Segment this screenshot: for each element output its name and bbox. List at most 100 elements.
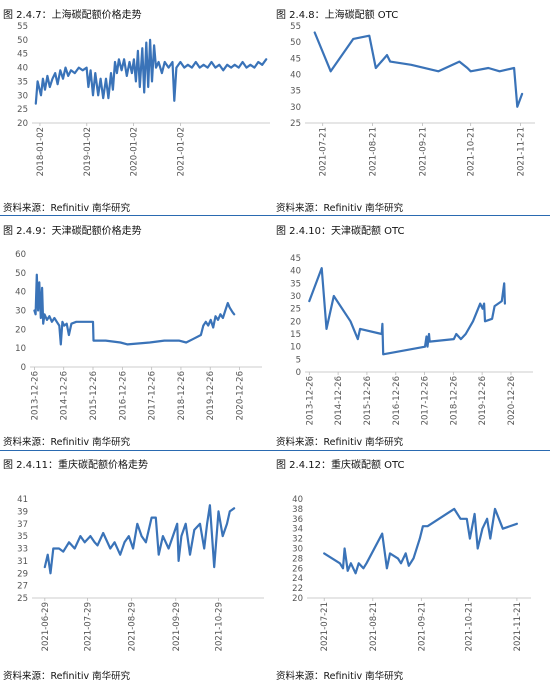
y-tick-label: 30: [17, 91, 28, 101]
y-tick-label: 30: [292, 545, 303, 555]
y-tick-label: 0: [21, 363, 26, 373]
source-note: 资料来源：Refinitiv 南华研究: [3, 671, 131, 682]
x-tick-label: 2015-12-26: [363, 376, 373, 425]
x-tick-label: 2018-12-26: [449, 376, 459, 425]
x-tick-label: 2015-12-26: [89, 371, 99, 420]
x-tick-label: 2021-01-02: [176, 127, 186, 176]
y-tick-label: 55: [17, 22, 28, 32]
y-tick-label: 50: [17, 36, 28, 46]
y-tick-label: 40: [292, 495, 303, 505]
series-line: [33, 273, 236, 346]
chart-title: 图 2.4.7：上海碳配额价格走势: [3, 10, 142, 21]
chart-plot: 0 5 10 15 20 25 30 35 40 45 2013-12-26 2014-12-26 20…: [290, 254, 533, 425]
y-tick-label: 25: [17, 594, 28, 604]
y-tick-label: 37: [17, 520, 28, 530]
y-tick-label: 27: [17, 582, 28, 592]
chart-plot: 25 27 29 31 33 35 37 39 41 2021-06-29 2021-07-29 20…: [17, 495, 264, 651]
source-note: 资料来源：Refinitiv 南华研究: [276, 203, 404, 214]
series-line: [308, 267, 506, 356]
y-tick-label: 10: [290, 343, 301, 353]
y-tick-label: 20: [292, 594, 303, 604]
y-tick-label: 26: [292, 564, 303, 574]
source-note: 资料来源：Refinitiv 南华研究: [3, 203, 131, 214]
y-tick-label: 34: [292, 525, 303, 535]
series-line: [323, 507, 518, 575]
y-tick-label: 40: [15, 288, 26, 298]
x-tick-label: 2016-12-26: [118, 371, 128, 420]
y-tick-label: 22: [292, 584, 303, 594]
x-tick-label: 2013-12-26: [305, 376, 315, 425]
y-tick-label: 25: [290, 119, 301, 129]
x-tick-label: 2021-06-29: [41, 602, 51, 651]
x-tick-label: 2021-07-21: [320, 602, 330, 651]
divider: [0, 215, 550, 216]
y-tick-label: 30: [15, 307, 26, 317]
x-tick-label: 2021-09-21: [417, 602, 427, 651]
y-tick-label: 31: [17, 557, 28, 567]
y-tick-label: 35: [17, 532, 28, 542]
series-line: [313, 31, 524, 108]
y-tick-label: 40: [17, 64, 28, 74]
y-tick-label: 29: [17, 569, 28, 579]
y-tick-label: 39: [17, 507, 28, 517]
x-tick-label: 2021-09-21: [418, 127, 428, 176]
x-tick-label: 2017-12-26: [421, 376, 431, 425]
y-tick-label: 55: [290, 22, 301, 32]
y-tick-label: 0: [296, 368, 301, 378]
y-tick-label: 40: [290, 267, 301, 277]
y-tick-label: 20: [15, 325, 26, 335]
y-tick-label: 10: [15, 344, 26, 354]
chart-title: 图 2.4.9：天津碳配额价格走势: [3, 226, 142, 237]
x-tick-label: 2021-08-29: [128, 602, 138, 651]
x-tick-label: 2021-08-21: [369, 602, 379, 651]
x-tick-label: 2021-08-21: [369, 127, 379, 176]
chart-plot: 20 25 30 35 40 45 50 55 2018-01-02 2019-01-02 2020…: [17, 22, 270, 176]
x-tick-label: 2016-12-26: [392, 376, 402, 425]
chart-title: 图 2.4.11：重庆碳配额价格走势: [3, 460, 148, 471]
y-tick-label: 32: [292, 535, 303, 545]
chart-title: 图 2.4.12：重庆碳配额 OTC: [276, 460, 405, 471]
y-tick-label: 28: [292, 554, 303, 564]
y-tick-label: 50: [15, 269, 26, 279]
y-tick-label: 35: [290, 87, 301, 97]
y-tick-label: 38: [292, 505, 303, 515]
chart-plot: 0 10 20 30 40 50 60 2013-12-26 2014-12-26 2015-12…: [15, 250, 262, 420]
x-tick-label: 2021-07-29: [84, 602, 94, 651]
y-tick-label: 40: [290, 71, 301, 81]
y-tick-label: 20: [290, 317, 301, 327]
chart-plot: 25 30 35 40 45 50 55 2021-07-21 2021-08-21 2021-0…: [290, 22, 535, 176]
series-line: [34, 38, 268, 105]
x-tick-label: 2021-10-21: [464, 602, 474, 651]
chart-title: 图 2.4.8：上海碳配额 OTC: [276, 10, 399, 21]
y-tick-label: 50: [290, 38, 301, 48]
y-tick-label: 30: [290, 103, 301, 113]
y-tick-label: 41: [17, 495, 28, 505]
y-tick-label: 30: [290, 292, 301, 302]
source-note: 资料来源：Refinitiv 南华研究: [276, 437, 404, 448]
series-line: [43, 504, 236, 575]
y-tick-label: 45: [290, 254, 301, 264]
chart-title: 图 2.4.10：天津碳配额 OTC: [276, 226, 405, 237]
y-tick-label: 60: [15, 250, 26, 260]
x-tick-label: 2018-01-02: [36, 127, 46, 176]
x-tick-label: 2014-12-26: [334, 376, 344, 425]
y-tick-label: 45: [290, 54, 301, 64]
y-tick-label: 33: [17, 545, 28, 555]
y-tick-label: 35: [290, 279, 301, 289]
y-tick-label: 36: [292, 515, 303, 525]
x-tick-label: 2020-12-26: [236, 371, 246, 420]
x-tick-label: 2021-11-21: [517, 127, 527, 176]
y-tick-label: 25: [290, 305, 301, 315]
y-tick-label: 15: [290, 330, 301, 340]
x-tick-label: 2019-12-26: [206, 371, 216, 420]
x-tick-label: 2021-07-21: [319, 127, 329, 176]
divider: [0, 450, 550, 451]
x-tick-label: 2017-12-26: [148, 371, 158, 420]
x-tick-label: 2014-12-26: [60, 371, 70, 420]
source-note: 资料来源：Refinitiv 南华研究: [276, 671, 404, 682]
y-tick-label: 25: [17, 105, 28, 115]
x-tick-label: 2019-01-02: [83, 127, 93, 176]
x-tick-label: 2021-09-29: [172, 602, 182, 651]
y-tick-label: 20: [17, 119, 28, 129]
